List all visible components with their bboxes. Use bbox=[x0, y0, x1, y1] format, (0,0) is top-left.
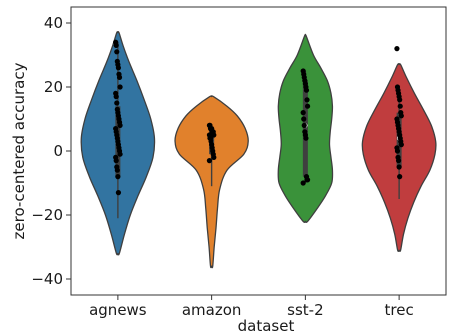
data-point bbox=[117, 122, 123, 128]
data-point bbox=[303, 135, 309, 141]
data-point bbox=[115, 190, 122, 196]
data-point bbox=[116, 74, 123, 80]
data-point bbox=[398, 113, 404, 119]
data-point bbox=[113, 158, 119, 164]
y-tick-label: −40 bbox=[31, 270, 63, 288]
data-point bbox=[113, 42, 119, 49]
y-tick-label: 20 bbox=[44, 78, 63, 96]
data-point bbox=[117, 84, 123, 90]
data-point bbox=[304, 103, 311, 109]
data-point bbox=[300, 180, 306, 186]
data-point bbox=[395, 158, 402, 164]
data-point bbox=[304, 177, 311, 183]
plot-frame bbox=[70, 6, 447, 296]
data-point bbox=[114, 49, 120, 55]
x-tick-label: agnews bbox=[89, 301, 147, 319]
data-point bbox=[394, 46, 400, 52]
violin-sst-2 bbox=[277, 33, 334, 223]
violins-layer bbox=[80, 31, 437, 269]
x-axis-label: dataset bbox=[238, 317, 295, 334]
data-point bbox=[115, 65, 122, 71]
y-axis-ticks: −40 −20 0 20 40 bbox=[31, 14, 71, 288]
data-point bbox=[303, 87, 310, 93]
data-point bbox=[114, 100, 120, 106]
data-point bbox=[394, 148, 401, 154]
data-point bbox=[300, 110, 306, 116]
data-point bbox=[396, 164, 402, 170]
data-point bbox=[397, 103, 403, 109]
y-tick-label: −20 bbox=[31, 206, 63, 224]
violin-agnews bbox=[80, 31, 156, 256]
y-tick-label: 40 bbox=[44, 14, 63, 32]
data-point bbox=[114, 167, 120, 173]
y-axis-label: zero-centered accuracy bbox=[10, 62, 28, 239]
x-tick-label: sst-2 bbox=[287, 301, 323, 319]
data-point bbox=[117, 151, 123, 157]
y-tick-label: 0 bbox=[53, 142, 63, 160]
x-tick-label: trec bbox=[385, 301, 414, 319]
data-point bbox=[397, 97, 403, 103]
data-point bbox=[304, 97, 310, 103]
data-point bbox=[211, 154, 217, 160]
data-point bbox=[206, 158, 213, 164]
data-point bbox=[211, 132, 217, 138]
data-point bbox=[301, 116, 307, 122]
data-point bbox=[115, 174, 121, 180]
data-point bbox=[113, 94, 119, 100]
violin-trec bbox=[361, 46, 437, 253]
violin-amazon bbox=[174, 95, 249, 269]
x-axis-ticks: agnews amazon sst-2 trec bbox=[89, 295, 414, 319]
data-point bbox=[398, 142, 404, 148]
x-tick-label: amazon bbox=[182, 301, 242, 319]
data-point bbox=[397, 174, 403, 180]
data-point bbox=[301, 122, 307, 128]
